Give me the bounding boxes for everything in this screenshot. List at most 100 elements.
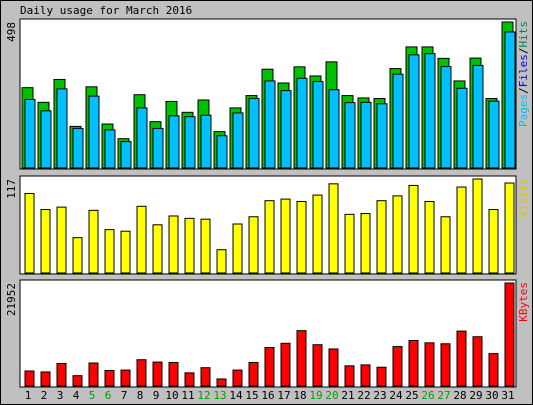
bar-visits-day-27 [440,216,451,274]
legend-separator: / [517,87,530,94]
x-tick-label-day-15: 15 [245,389,258,402]
bar-kbytes-day-5 [88,362,99,387]
x-tick-label-day-4: 4 [73,389,80,402]
bar-kbytes-day-31 [504,282,515,387]
bar-kbytes-day-10 [168,362,179,387]
bar-kbytes-day-28 [456,330,467,387]
bar-kbytes-day-8 [136,359,147,387]
bar-kbytes-day-21 [344,365,355,387]
bar-kbytes-day-1 [24,370,35,387]
legend-separator: / [517,48,530,55]
bar-files-day-11 [184,116,196,169]
bar-visits-day-17 [280,198,291,274]
x-tick-label-day-25: 25 [405,389,418,402]
chart-title: Daily usage for March 2016 [20,4,192,17]
bar-kbytes-day-27 [440,343,451,387]
bar-kbytes-day-14 [232,369,243,387]
bar-files-day-21 [344,102,356,169]
x-tick-label-day-7: 7 [121,389,128,402]
bar-files-day-6 [104,129,116,169]
bar-visits-day-21 [344,213,355,274]
x-tick-label-day-26: 26 [421,389,434,402]
x-tick-label-day-31: 31 [501,389,514,402]
bar-kbytes-day-26 [424,342,435,387]
bar-kbytes-day-15 [248,362,259,387]
legend-visits: Visits [517,178,530,218]
bar-files-day-10 [168,115,180,169]
x-tick-label-day-14: 14 [229,389,243,402]
x-tick-label-day-8: 8 [137,389,144,402]
bar-visits-day-30 [488,209,499,274]
bar-kbytes-day-3 [56,362,67,387]
bar-visits-day-22 [360,213,371,274]
bar-visits-day-2 [40,209,51,274]
visits-panel: 117 Visits [5,175,530,275]
bar-visits-day-3 [56,206,67,274]
bar-files-day-26 [424,53,436,169]
bar-files-day-20 [328,89,340,169]
bar-visits-day-4 [72,237,83,274]
bar-files-day-25 [408,54,420,169]
bar-visits-day-13 [216,249,227,274]
bar-files-day-17 [280,90,292,169]
bar-kbytes-day-7 [120,369,131,387]
bar-visits-day-15 [248,216,259,274]
bar-kbytes-day-2 [40,371,51,387]
kbytes-panel: 21952 KBytes [5,279,530,388]
bar-files-day-27 [440,66,452,169]
bar-kbytes-day-6 [104,370,115,387]
x-tick-label-day-27: 27 [437,389,450,402]
bar-kbytes-day-29 [472,336,483,387]
x-tick-label-day-29: 29 [469,389,482,402]
x-tick-label-day-18: 18 [293,389,306,402]
bar-files-day-8 [136,107,148,169]
bar-visits-day-28 [456,186,467,274]
x-tick-label-day-20: 20 [325,389,338,402]
bar-visits-day-19 [312,194,323,274]
bar-visits-day-16 [264,200,275,274]
bar-visits-day-29 [472,178,483,274]
bar-visits-day-18 [296,200,307,274]
bar-kbytes-day-9 [152,361,163,387]
bar-files-day-30 [488,100,500,169]
legend-kbytes: KBytes [517,282,530,322]
x-tick-label-day-6: 6 [105,389,112,402]
bar-files-day-12 [200,114,212,169]
bar-kbytes-day-24 [392,346,403,387]
x-tick-label-day-22: 22 [357,389,370,402]
bar-files-day-29 [472,64,484,169]
bar-visits-day-11 [184,217,195,274]
legend-pages: Pages [517,94,530,127]
bar-files-day-1 [24,98,36,169]
y-max-label: 21952 [5,283,18,316]
bar-visits-day-10 [168,215,179,274]
bar-files-day-19 [312,81,324,169]
bar-files-day-31 [504,31,516,169]
bar-files-day-3 [56,88,68,169]
bar-kbytes-day-17 [280,342,291,387]
bar-files-day-4 [72,127,84,169]
bar-kbytes-day-4 [72,375,83,387]
y-max-label: 117 [5,179,18,199]
x-tick-label-day-9: 9 [153,389,160,402]
bar-kbytes-day-30 [488,353,499,387]
bar-files-day-28 [456,87,468,169]
bar-visits-day-5 [88,209,99,274]
x-tick-label-day-13: 13 [213,389,226,402]
bar-visits-day-7 [120,230,131,274]
bar-visits-day-23 [376,200,387,274]
bar-kbytes-day-12 [200,367,211,387]
x-tick-label-day-24: 24 [389,389,403,402]
bar-visits-day-25 [408,184,419,274]
bar-visits-day-6 [104,229,115,274]
bar-kbytes-day-11 [184,372,195,387]
x-tick-label-day-12: 12 [197,389,210,402]
x-tick-label-day-30: 30 [485,389,498,402]
bar-visits-day-26 [424,200,435,274]
x-tick-label-day-19: 19 [309,389,322,402]
y-max-label: 498 [5,22,18,42]
bar-files-day-15 [248,98,260,169]
